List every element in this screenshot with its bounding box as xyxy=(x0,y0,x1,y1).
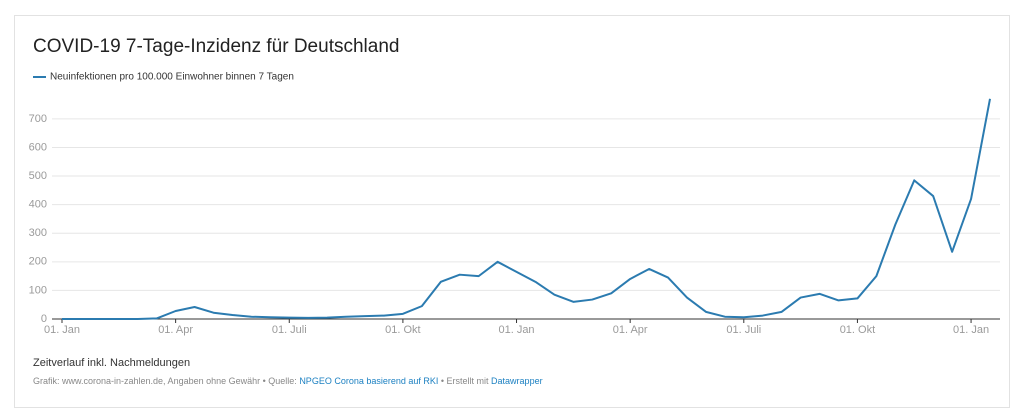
y-tick-label: 100 xyxy=(29,284,47,296)
y-tick-label: 200 xyxy=(29,256,47,268)
x-tick-label: 01. Apr xyxy=(613,324,648,336)
chart-title: COVID-19 7-Tage-Inzidenz für Deutschland xyxy=(33,36,399,57)
x-tick-label: 01. Jan xyxy=(44,324,80,336)
x-tick-label: 01. Okt xyxy=(385,324,420,336)
y-tick-label: 600 xyxy=(29,141,47,153)
source-link[interactable]: NPGEO Corona basierend auf RKI xyxy=(299,376,439,386)
x-tick-label: 01. Juli xyxy=(272,324,307,336)
y-tick-label: 500 xyxy=(29,170,47,182)
note: Zeitverlauf inkl. Nachmeldungen xyxy=(33,357,191,369)
y-tick-label: 300 xyxy=(29,227,47,239)
x-tick-label: 01. Jan xyxy=(498,324,534,336)
y-tick-label: 700 xyxy=(29,113,47,125)
x-tick-label: 01. Okt xyxy=(840,324,875,336)
source-text: Grafik: www.corona-in-zahlen.de, Angaben… xyxy=(33,376,300,386)
line xyxy=(62,98,991,320)
source-link[interactable]: Datawrapper xyxy=(491,376,543,386)
x-tick-label: 01. Apr xyxy=(158,324,193,336)
y-tick-label: 0 xyxy=(41,313,47,325)
x-tick-label: 01. Jan xyxy=(953,324,989,336)
legend-label: Neuinfektionen pro 100.000 Einwohner bin… xyxy=(50,72,294,83)
y-tick-label: 400 xyxy=(29,199,47,211)
card xyxy=(14,15,1010,408)
source-text: • Erstellt mit xyxy=(438,376,492,386)
source: Grafik: www.corona-in-zahlen.de, Angaben… xyxy=(33,376,543,386)
x-tick-label: 01. Juli xyxy=(726,324,761,336)
